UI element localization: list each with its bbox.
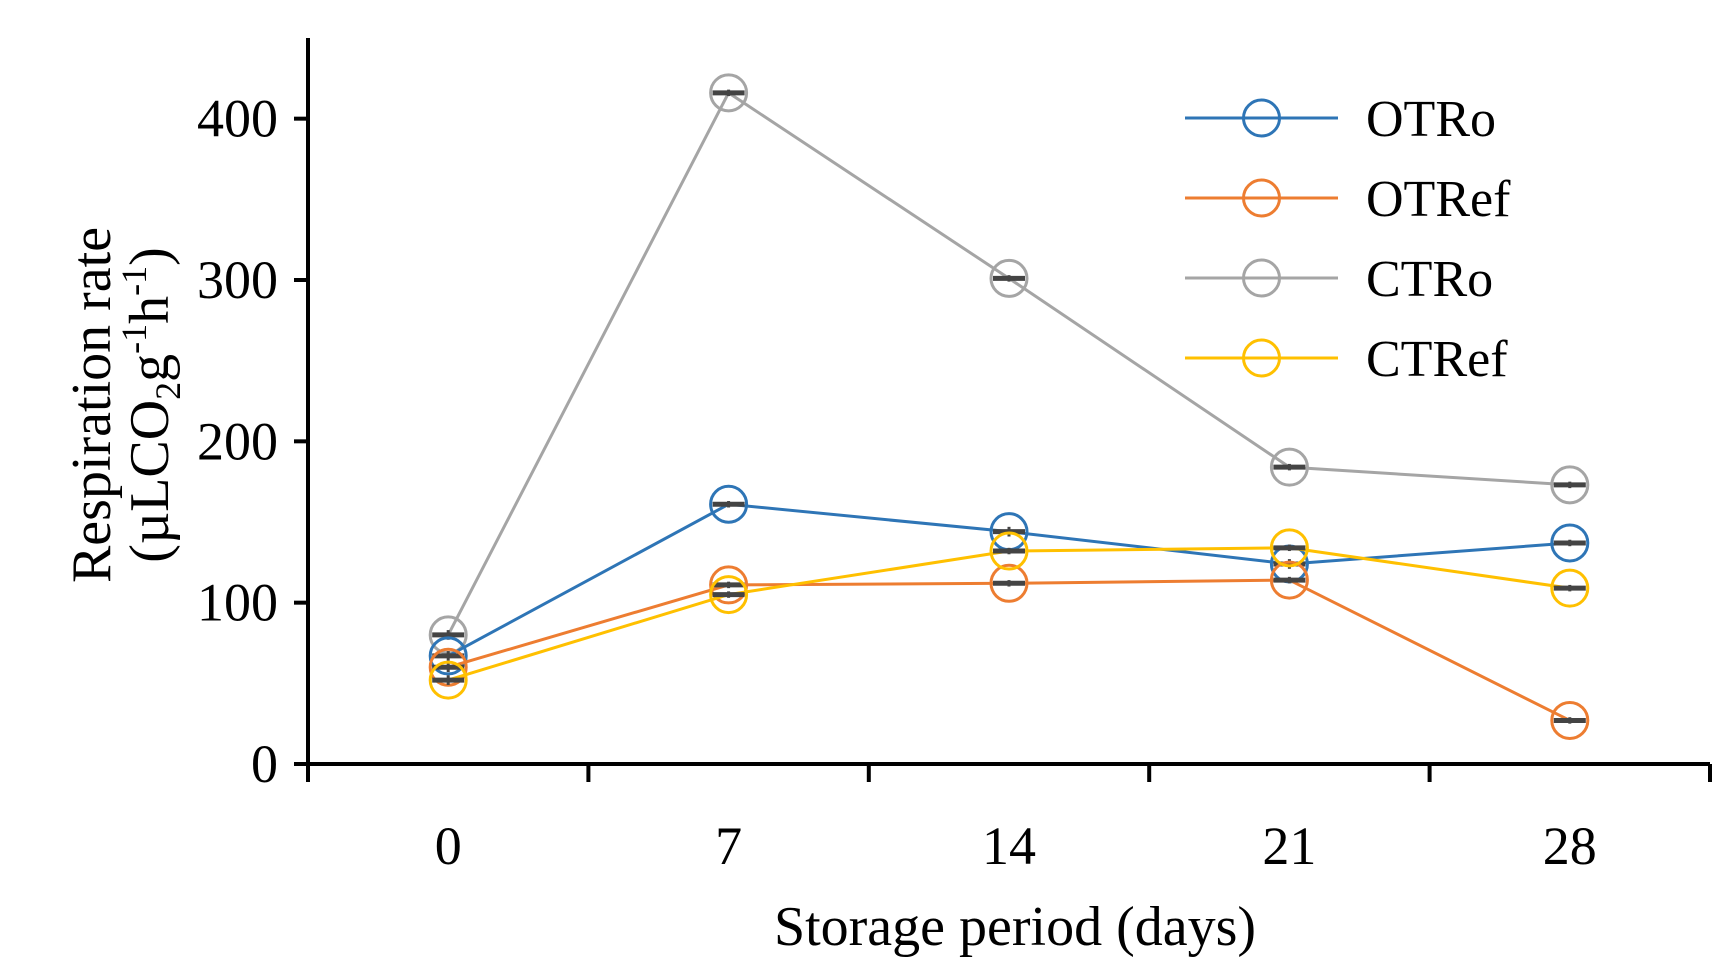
x-tick-label: 14	[982, 816, 1036, 876]
data-point	[1269, 560, 1309, 600]
data-point	[989, 531, 1029, 571]
y-tick-label: 200	[197, 411, 278, 471]
series-CTRef	[428, 528, 1590, 700]
y-tick-label: 100	[197, 573, 278, 633]
legend: OTRo OTRef CTRo CTRef	[1185, 91, 1511, 388]
x-tick-label: 7	[715, 816, 742, 876]
data-point	[709, 565, 749, 605]
y-title-h: h	[119, 296, 181, 324]
data-point	[1550, 568, 1590, 608]
data-point	[1269, 528, 1309, 568]
data-point	[1550, 700, 1590, 740]
data-point	[1269, 447, 1309, 487]
data-point	[428, 660, 468, 700]
x-tick-label: 0	[435, 816, 462, 876]
legend-label: CTRo	[1366, 251, 1493, 308]
legend-swatch-marker	[1242, 258, 1281, 298]
y-axis-title: Respiration rate (µLCO2g-1h-1)	[61, 227, 188, 583]
y-title-open: (µLCO	[119, 400, 181, 563]
legend-label: OTRef	[1366, 171, 1511, 228]
data-point	[709, 484, 749, 524]
legend-entry-OTRef: OTRef	[1185, 171, 1511, 228]
legend-label: CTRef	[1366, 331, 1508, 388]
series-layer	[428, 73, 1590, 740]
data-point	[709, 575, 749, 615]
y-title-sub: 2	[148, 382, 188, 400]
y-title-sup1: -1	[114, 324, 154, 354]
y-axis-title-line2: (µLCO2g-1h-1)	[114, 247, 188, 563]
series-OTRef	[428, 560, 1590, 740]
legend-label: OTRo	[1366, 91, 1496, 148]
series-CTRo	[428, 73, 1590, 655]
x-axis-title: Storage period (days)	[774, 896, 1256, 958]
legend-swatch-marker	[1242, 98, 1281, 138]
data-point	[709, 73, 749, 113]
y-title-sup2: -1	[114, 266, 154, 296]
data-point	[428, 636, 468, 676]
y-title-mid: g	[119, 354, 181, 382]
data-point	[1550, 465, 1590, 505]
legend-swatch-marker	[1242, 178, 1281, 218]
legend-entry-CTRef: CTRef	[1185, 331, 1508, 388]
y-tick-label: 0	[251, 734, 278, 794]
x-tick-label: 21	[1262, 816, 1316, 876]
legend-entry-OTRo: OTRo	[1185, 91, 1496, 148]
y-tick-label: 300	[197, 250, 278, 310]
y-title-close: )	[119, 247, 181, 266]
data-point	[428, 647, 468, 687]
legend-swatch-marker	[1242, 338, 1281, 378]
data-point	[989, 258, 1029, 298]
y-tick-label: 400	[197, 89, 278, 149]
data-point	[989, 563, 1029, 603]
data-point	[1550, 523, 1590, 563]
x-tick-label: 28	[1543, 816, 1597, 876]
y-axis-title-line1: Respiration rate	[61, 227, 123, 583]
axes: 0 100 200 300 400 0 7 14 21 28	[197, 38, 1712, 876]
legend-entry-CTRo: CTRo	[1185, 251, 1493, 308]
